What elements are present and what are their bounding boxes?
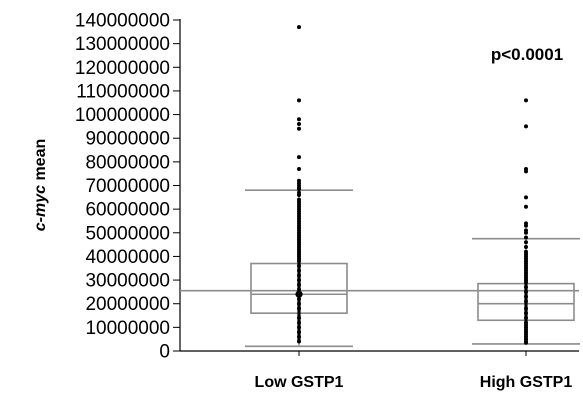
data-point <box>297 25 301 30</box>
data-point <box>297 117 301 122</box>
x-axis: Low GSTP1 High GSTP1 <box>180 350 579 391</box>
data-point <box>524 204 528 209</box>
y-tick-label: 120000000 <box>75 58 170 79</box>
y-tick-label: 10000000 <box>85 318 170 339</box>
data-point <box>524 195 528 200</box>
data-point <box>524 240 528 245</box>
data-point <box>524 235 528 240</box>
data-point <box>524 230 528 235</box>
y-tick-label: 140000000 <box>75 11 170 32</box>
data-point <box>297 126 301 131</box>
y-tick-label: 0 <box>159 342 170 363</box>
data-point <box>524 169 528 174</box>
y-tick-label: 50000000 <box>85 223 170 244</box>
y-axis-title-rest: mean <box>32 139 49 185</box>
data-point <box>297 155 301 160</box>
y-tick-label: 100000000 <box>75 105 170 126</box>
y-tick-label: 90000000 <box>85 129 170 150</box>
x-tick-label: High GSTP1 <box>480 374 573 391</box>
data-point <box>297 166 301 171</box>
x-tick-label: Low GSTP1 <box>255 374 344 391</box>
y-tick-label: 20000000 <box>85 294 170 315</box>
y-tick-label: 60000000 <box>85 200 170 221</box>
y-tick-label: 130000000 <box>75 34 170 55</box>
data-point <box>297 187 301 192</box>
boxes <box>245 189 580 348</box>
y-axis-title-italic: c-myc <box>32 185 49 231</box>
data-point <box>297 122 301 127</box>
group-mean-marker <box>295 290 303 298</box>
p-value-annotation: p<0.0001 <box>491 45 563 64</box>
y-tick-label: 80000000 <box>85 152 170 173</box>
y-tick-label: 70000000 <box>85 176 170 197</box>
data-point <box>524 244 528 249</box>
data-points <box>295 25 528 345</box>
data-point <box>524 124 528 129</box>
y-tick-label: 110000000 <box>76 81 170 102</box>
y-tick-label: 40000000 <box>85 247 170 268</box>
y-axis-title: c-myc mean <box>32 139 49 232</box>
y-tick-label: 30000000 <box>85 271 170 292</box>
data-point <box>297 192 301 197</box>
data-point <box>524 98 528 103</box>
data-point <box>297 98 301 103</box>
data-point <box>524 223 528 228</box>
